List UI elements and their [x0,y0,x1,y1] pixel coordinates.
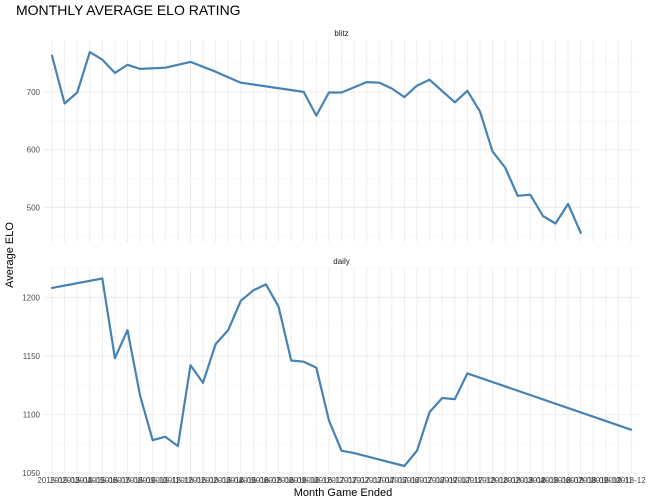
x-tick-label: 2016-12 [314,476,344,485]
y-tick-label: 1150 [23,352,41,361]
x-tick-label: 2018-11 [604,476,633,485]
x-tick-label: 2017-06 [390,476,420,485]
x-tick-label: 2015-09 [125,476,155,485]
x-tick-label: 2017-04 [365,476,395,485]
series-line-daily [50,277,633,468]
x-tick-label: 2016-08 [264,476,294,485]
y-tick-label: 1100 [23,410,41,419]
y-tick-label: 1200 [22,293,40,302]
x-tick-label: 2015-07 [100,476,130,485]
x-tick-label: 2017-02 [339,476,369,485]
y-tick-label: 1050 [22,469,40,478]
x-tick-label: 2016-07 [251,476,281,485]
facet-strip-label: blitz [334,29,348,38]
x-tick-label: 2015-08 [113,476,143,485]
y-tick-label: 500 [27,203,41,212]
x-tick-label: 2018-12 [616,476,646,485]
x-tick-label: 2017-03 [352,476,382,485]
x-tick-label: 2015-12 [163,476,193,485]
x-tick-label: 2015-04 [62,476,92,485]
x-tick-label: 2018-07 [553,476,583,485]
x-tick-label: 2016-03 [201,476,231,485]
x-tick-label: 2017-08 [415,476,445,485]
x-tick-label: 2015-03 [50,476,80,485]
x-tick-label: 2018-08 [566,476,596,485]
x-tick-label: 2016-11 [302,476,331,485]
x-tick-label: 2018-05 [528,476,558,485]
x-tick-label: 2016-05 [226,476,256,485]
x-tick-label: 2018-02 [490,476,520,485]
x-tick-label: 2015-11 [151,476,180,485]
x-tick-label: 2016-10 [289,476,319,485]
x-tick-label: 2017-10 [440,476,470,485]
x-tick-label: 2015-05 [75,476,105,485]
x-tick-label: 2018-04 [516,476,546,485]
x-tick-label: 2018-10 [591,476,621,485]
x-tick-label: 2017-11 [453,476,482,485]
x-tick-label: 2017-05 [377,476,407,485]
x-tick-label: 2016-04 [214,476,244,485]
x-tick-label: 2016-01 [176,476,206,485]
x-tick-label: 2016-02 [188,476,218,485]
chart-title: MONTHLY AVERAGE ELO RATING [16,2,241,18]
series-line-blitz [50,51,582,234]
x-tick-label: 2018-03 [503,476,533,485]
x-axis-title: Month Game Ended [294,487,392,499]
x-tick-label: 2016-06 [239,476,269,485]
x-tick-label: 2018-09 [579,476,609,485]
x-tick-label: 2017-12 [465,476,495,485]
y-tick-label: 600 [27,146,41,155]
x-tick-label: 2015-10 [138,476,168,485]
y-axis-title: Average ELO [4,222,16,288]
x-tick-label: 2017-09 [428,476,458,485]
x-tick-label: 2018-01 [478,476,508,485]
x-tick-label: 2015-02 [37,476,67,485]
facet-strip-label: daily [333,257,349,266]
x-tick-label: 2017-01 [327,476,357,485]
x-tick-label: 2016-09 [276,476,306,485]
x-tick-label: 2017-07 [402,476,432,485]
y-tick-label: 700 [27,88,41,97]
x-tick-label: 2018-06 [541,476,571,485]
x-tick-label: 2015-06 [88,476,118,485]
